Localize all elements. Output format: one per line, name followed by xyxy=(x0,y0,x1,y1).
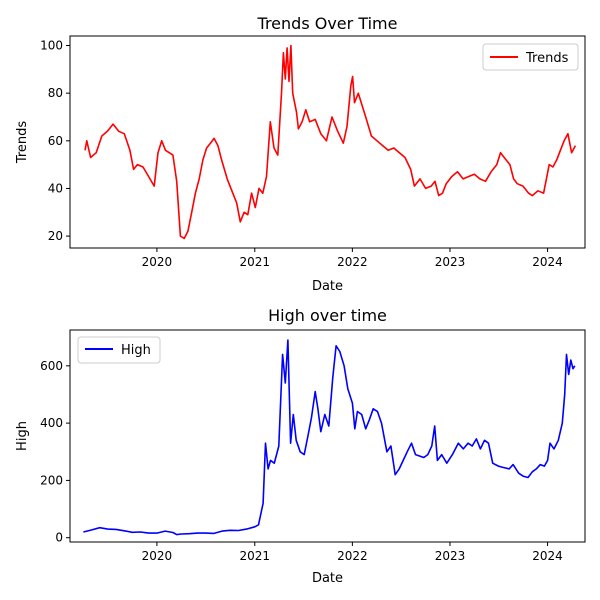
high-legend: High xyxy=(77,336,161,364)
trends-plot-frame xyxy=(69,35,586,249)
high-legend-box xyxy=(77,336,161,364)
trends-chart-panel: Trends Over Time Date Trends 2020 2021 202… xyxy=(15,14,586,294)
trends-legend: Trends xyxy=(482,43,579,71)
high-x-tick-label-2022: 2022 xyxy=(337,549,368,563)
trends-y-tick-label-20: 20 xyxy=(48,229,63,243)
high-legend-label: High xyxy=(121,343,151,358)
high-x-tick-label-2021: 2021 xyxy=(239,549,270,563)
high-series-line-0 xyxy=(83,339,576,536)
trends-x-tick-label-2022: 2022 xyxy=(337,255,368,269)
high-chart-title: High over time xyxy=(268,306,387,325)
trends-x-tick-label-2023: 2023 xyxy=(435,255,466,269)
trends-x-tick-label-2020: 2020 xyxy=(142,255,173,269)
trends-plot-background xyxy=(70,36,585,248)
trends-chart-title: Trends Over Time xyxy=(257,14,398,33)
trends-y-tick-label-40: 40 xyxy=(48,181,63,195)
trends-y-tick-label-80: 80 xyxy=(48,86,63,100)
high-plot-background xyxy=(70,330,585,542)
high-y-axis-label: High xyxy=(15,421,30,451)
trends-y-tick-label-60: 60 xyxy=(48,134,63,148)
trends-x-axis-label: Date xyxy=(312,279,343,294)
trends-series-line-0 xyxy=(84,44,577,240)
trends-y-tick-label-100: 100 xyxy=(40,39,63,53)
high-x-tick-label-2020: 2020 xyxy=(142,549,173,563)
high-y-tick-label-600: 600 xyxy=(40,359,63,373)
trends-marks: 2020 2021 2022 2023 2024 20 40 60 80 100 xyxy=(40,39,577,269)
trends-legend-box xyxy=(482,43,579,71)
high-x-axis-label: Date xyxy=(312,571,343,586)
trends-x-tick-label-2021: 2021 xyxy=(239,255,270,269)
high-chart-panel: High over time Date High 2020 2021 2022 202… xyxy=(15,306,586,586)
high-plot-frame xyxy=(69,329,586,543)
high-marks: 2020 2021 2022 2023 2024 0 200 400 600 xyxy=(40,339,576,563)
high-x-tick-label-2023: 2023 xyxy=(435,549,466,563)
high-y-tick-label-200: 200 xyxy=(40,473,63,487)
trends-y-axis-label: Trends xyxy=(15,121,30,165)
trends-x-tick-label-2024: 2024 xyxy=(532,255,563,269)
high-x-tick-label-2024: 2024 xyxy=(532,549,563,563)
high-y-tick-label-0: 0 xyxy=(55,531,63,545)
trends-legend-label: Trends xyxy=(525,51,569,66)
high-y-tick-label-400: 400 xyxy=(40,416,63,430)
